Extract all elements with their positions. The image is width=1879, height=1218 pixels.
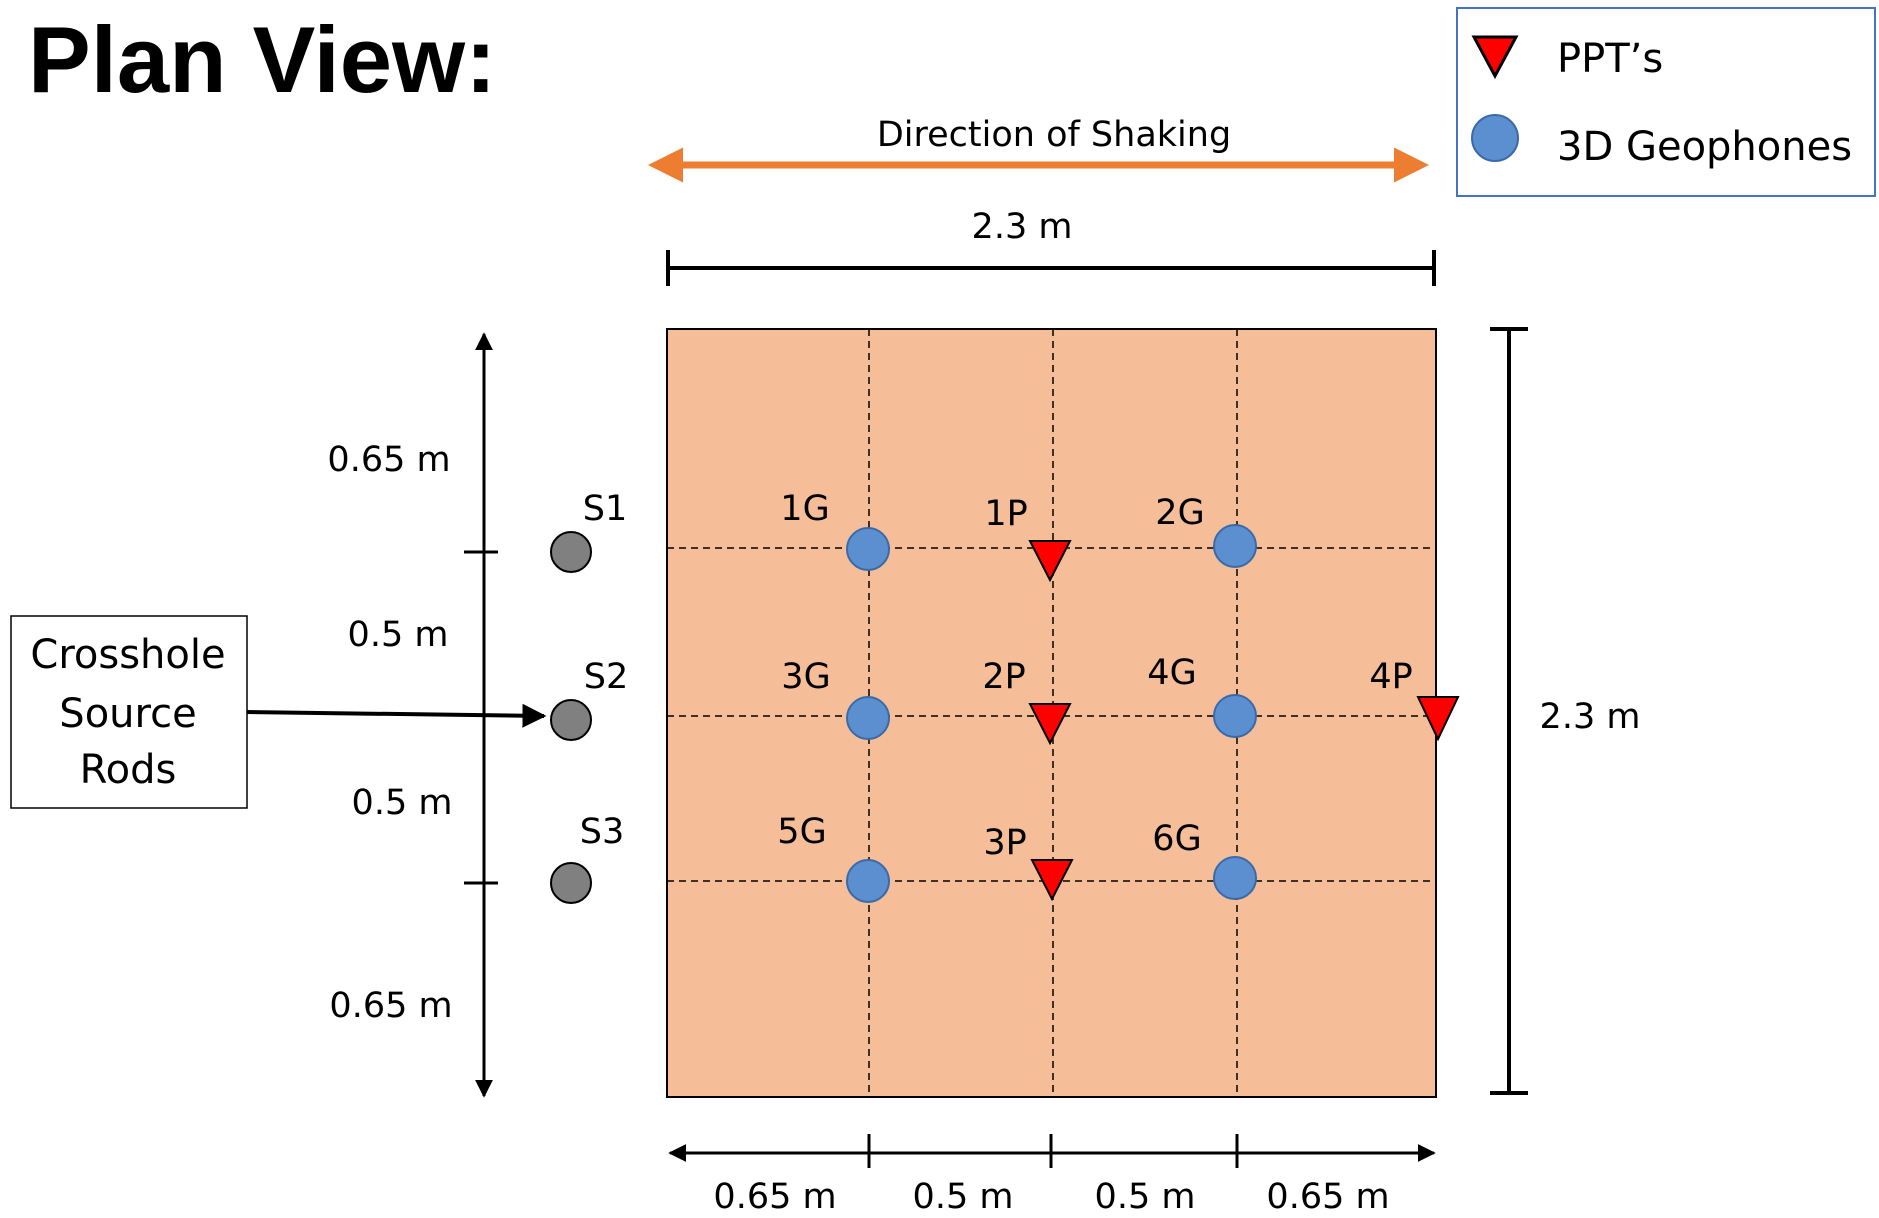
left-dim-2: 0.5 m <box>348 615 449 655</box>
left-dim-3: 0.5 m <box>352 783 453 823</box>
geophone-4g <box>1213 694 1257 738</box>
ppt-4p <box>1416 696 1460 742</box>
sources: S1 S2 S3 <box>550 489 629 904</box>
label-4g: 4G <box>1147 653 1196 693</box>
left-dim-1: 0.65 m <box>327 440 450 480</box>
legend-box <box>1456 7 1876 197</box>
geophone-6g <box>1213 856 1257 900</box>
top-width-label: 2.3 m <box>972 207 1073 247</box>
geophone-legend-icon <box>1471 114 1519 162</box>
label-3g: 3G <box>781 657 830 697</box>
label-3p: 3P <box>983 823 1026 863</box>
source-box-line-1: Crosshole <box>30 632 225 678</box>
legend: PPT’s 3D Geophones <box>1456 7 1876 197</box>
label-6g: 6G <box>1152 819 1201 859</box>
label-5g: 5G <box>777 812 826 852</box>
crosshole-source-box <box>10 615 248 809</box>
left-dim-4: 0.65 m <box>329 986 452 1026</box>
geophone-3g <box>846 696 890 740</box>
legend-ppt-label: PPT’s <box>1557 36 1663 82</box>
label-1g: 1G <box>780 489 829 529</box>
label-s2: S2 <box>584 657 629 697</box>
label-2p: 2P <box>982 657 1025 697</box>
ppt-1p <box>1028 540 1072 583</box>
legend-geophone-label: 3D Geophones <box>1557 124 1852 170</box>
geophone-2g <box>1213 524 1257 568</box>
source-box-line-3: Rods <box>80 747 177 793</box>
label-s3: S3 <box>580 812 625 852</box>
source-s3 <box>550 862 592 904</box>
page-title: Plan View: <box>28 7 496 112</box>
ppts: 1P 2P 3P 4P <box>982 494 1460 902</box>
bottom-dim-2: 0.5 m <box>913 1177 1014 1217</box>
bottom-dim-1: 0.65 m <box>713 1177 836 1217</box>
label-1p: 1P <box>984 494 1027 534</box>
ppt-2p <box>1028 703 1072 746</box>
geophone-5g <box>846 859 890 903</box>
geophone-1g <box>846 527 890 571</box>
source-pointer-arrow <box>246 703 547 728</box>
shaking-label: Direction of Shaking <box>877 115 1231 155</box>
ppt-legend-icon <box>1471 35 1519 80</box>
label-4p: 4P <box>1369 657 1412 697</box>
label-2g: 2G <box>1155 493 1204 533</box>
bottom-dim-4: 0.65 m <box>1266 1177 1389 1217</box>
ppt-3p <box>1030 859 1074 902</box>
label-s1: S1 <box>583 489 628 529</box>
source-s2 <box>550 699 592 741</box>
geophones: 1G 2G 3G 4G 5G 6G <box>777 489 1257 903</box>
source-s1 <box>550 531 592 573</box>
right-height-label: 2.3 m <box>1540 697 1641 737</box>
bottom-dim-3: 0.5 m <box>1095 1177 1196 1217</box>
source-box-line-2: Source <box>59 691 196 737</box>
